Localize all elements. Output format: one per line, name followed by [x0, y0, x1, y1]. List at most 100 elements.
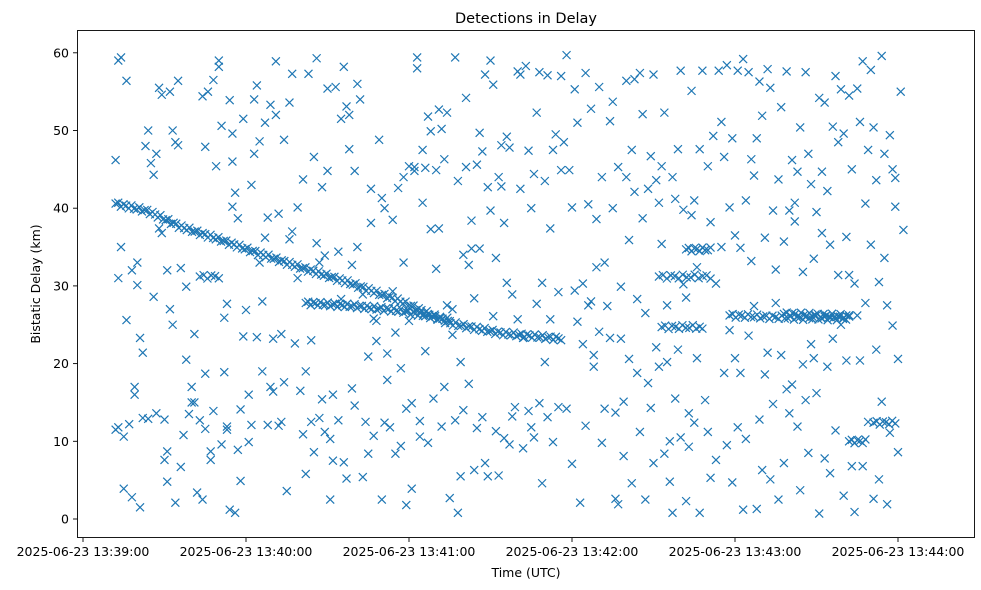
- track-a-point: [192, 226, 202, 236]
- data-point: [423, 438, 433, 448]
- data-point: [776, 102, 786, 112]
- track-b-point: [318, 300, 328, 310]
- plot-frame: [77, 30, 975, 538]
- data-point: [836, 84, 846, 94]
- data-point: [181, 355, 191, 365]
- data-point: [545, 314, 555, 324]
- track-d2-point: [844, 310, 854, 320]
- data-point: [320, 427, 330, 437]
- data-point: [632, 368, 642, 378]
- cluster-c1-point: [662, 274, 672, 283]
- data-point: [882, 499, 892, 509]
- data-point: [899, 225, 908, 235]
- data-point: [461, 162, 471, 172]
- data-point: [249, 94, 259, 104]
- data-point: [442, 300, 452, 310]
- track-b-point: [364, 303, 374, 313]
- data-point: [505, 439, 514, 449]
- data-point: [420, 346, 430, 356]
- data-point: [860, 199, 870, 208]
- data-point: [187, 382, 197, 392]
- data-point: [673, 345, 683, 355]
- data-point: [263, 420, 273, 430]
- data-point: [347, 384, 357, 393]
- data-point: [738, 505, 748, 515]
- data-point: [472, 423, 482, 433]
- data-point: [711, 455, 721, 465]
- data-point: [260, 233, 270, 243]
- data-point: [480, 458, 490, 468]
- data-point: [684, 442, 694, 452]
- data-point: [426, 126, 436, 136]
- data-point: [165, 304, 175, 314]
- data-point: [412, 63, 422, 73]
- data-point: [787, 380, 797, 390]
- data-point: [306, 335, 316, 345]
- data-point: [746, 154, 756, 164]
- data-point: [483, 471, 493, 481]
- data-point: [608, 203, 618, 213]
- data-point: [257, 366, 267, 376]
- data-point: [187, 398, 197, 407]
- data-point: [844, 270, 854, 280]
- chart-title: Detections in Delay: [455, 11, 597, 27]
- data-point: [752, 504, 762, 514]
- data-point: [255, 136, 265, 146]
- data-point: [687, 86, 696, 96]
- data-point: [801, 67, 811, 77]
- data-point: [219, 313, 229, 323]
- data-point: [790, 198, 800, 208]
- data-point: [858, 56, 868, 66]
- data-point: [151, 149, 161, 159]
- data-point: [143, 414, 153, 424]
- cluster-c3-point: [681, 323, 691, 333]
- data-point: [363, 449, 373, 459]
- data-point: [290, 338, 300, 348]
- data-point: [352, 242, 362, 252]
- data-point: [363, 352, 373, 362]
- data-point: [328, 390, 338, 400]
- data-point: [450, 415, 460, 425]
- data-point: [122, 315, 131, 325]
- track-a-point: [464, 321, 474, 331]
- data-point: [350, 401, 360, 410]
- x-axis: 2025-06-23 13:39:00 2025-06-23 13:40:00 20…: [17, 538, 964, 559]
- data-point: [668, 172, 677, 182]
- data-point: [113, 273, 123, 283]
- cluster-c1-point: [686, 272, 696, 282]
- data-point: [890, 173, 900, 183]
- data-point: [385, 422, 395, 432]
- data-point: [689, 418, 699, 428]
- data-point: [874, 277, 884, 287]
- data-point: [863, 145, 873, 155]
- data-point: [885, 428, 895, 438]
- cluster-f-point: [890, 418, 900, 428]
- data-point: [776, 350, 786, 360]
- data-point: [716, 117, 726, 127]
- data-point: [407, 484, 417, 494]
- data-point: [138, 348, 148, 358]
- data-point: [499, 218, 509, 228]
- data-point: [537, 478, 547, 488]
- data-point: [157, 90, 167, 100]
- data-point: [162, 265, 172, 275]
- data-point: [722, 440, 732, 450]
- data-point: [122, 76, 131, 86]
- data-point: [486, 206, 495, 215]
- data-point: [638, 213, 648, 223]
- data-point: [458, 250, 468, 260]
- data-point: [825, 240, 835, 250]
- data-point: [434, 223, 444, 233]
- data-point: [817, 228, 827, 238]
- data-point: [388, 215, 398, 225]
- track-b-point: [355, 301, 364, 311]
- track-b-point: [391, 306, 401, 316]
- data-point: [227, 157, 237, 167]
- data-point: [624, 354, 634, 364]
- data-point: [659, 449, 669, 459]
- data-point: [119, 432, 129, 442]
- data-point: [831, 71, 840, 81]
- track-b-point: [401, 307, 411, 317]
- data-point: [236, 405, 245, 414]
- data-point: [415, 416, 425, 426]
